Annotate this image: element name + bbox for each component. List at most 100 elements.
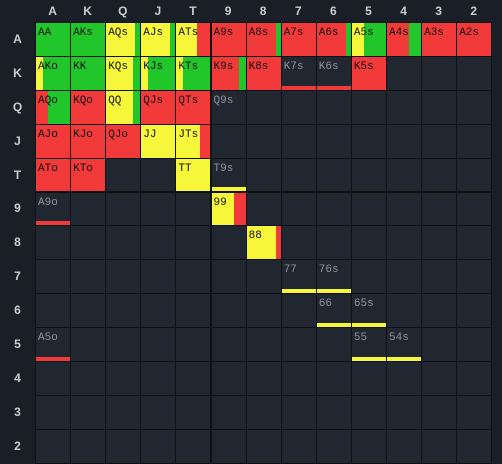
empty-hand-cell[interactable]	[245, 361, 282, 396]
empty-hand-cell[interactable]	[105, 157, 142, 193]
empty-hand-cell[interactable]	[386, 191, 423, 227]
empty-hand-cell[interactable]	[35, 361, 72, 396]
empty-hand-cell[interactable]	[456, 225, 493, 261]
hand-cell-k9s[interactable]: K9s	[210, 55, 247, 91]
empty-hand-cell[interactable]	[421, 293, 458, 329]
empty-hand-cell[interactable]	[315, 191, 352, 227]
empty-hand-cell[interactable]	[70, 293, 107, 329]
hand-cell-aks[interactable]: AKs	[70, 22, 107, 57]
empty-hand-cell[interactable]	[350, 89, 387, 125]
empty-hand-cell[interactable]	[456, 293, 493, 329]
empty-hand-cell[interactable]	[421, 191, 458, 227]
empty-hand-cell[interactable]	[386, 428, 423, 464]
hand-cell-qts[interactable]: QTs	[175, 89, 212, 125]
empty-hand-cell[interactable]	[350, 394, 387, 430]
empty-hand-cell[interactable]	[315, 327, 352, 362]
empty-hand-cell[interactable]	[175, 394, 212, 430]
empty-hand-cell[interactable]	[456, 327, 493, 362]
empty-hand-cell[interactable]	[315, 157, 352, 193]
empty-hand-cell[interactable]	[386, 123, 423, 159]
empty-hand-cell[interactable]	[350, 123, 387, 159]
hand-cell-77[interactable]: 77	[280, 259, 317, 295]
empty-hand-cell[interactable]	[35, 428, 72, 464]
empty-hand-cell[interactable]	[70, 327, 107, 362]
empty-hand-cell[interactable]	[386, 293, 423, 329]
empty-hand-cell[interactable]	[421, 327, 458, 362]
empty-hand-cell[interactable]	[421, 361, 458, 396]
empty-hand-cell[interactable]	[245, 191, 282, 227]
empty-hand-cell[interactable]	[386, 225, 423, 261]
empty-hand-cell[interactable]	[210, 361, 247, 396]
hand-cell-a3s[interactable]: A3s	[421, 22, 458, 57]
empty-hand-cell[interactable]	[280, 327, 317, 362]
empty-hand-cell[interactable]	[245, 157, 282, 193]
empty-hand-cell[interactable]	[245, 89, 282, 125]
empty-hand-cell[interactable]	[421, 123, 458, 159]
empty-hand-cell[interactable]	[280, 225, 317, 261]
hand-cell-t9s[interactable]: T9s	[210, 157, 247, 193]
empty-hand-cell[interactable]	[315, 428, 352, 464]
empty-hand-cell[interactable]	[70, 225, 107, 261]
hand-cell-a5s[interactable]: A5s	[350, 22, 387, 57]
empty-hand-cell[interactable]	[105, 293, 142, 329]
empty-hand-cell[interactable]	[280, 123, 317, 159]
empty-hand-cell[interactable]	[280, 394, 317, 430]
empty-hand-cell[interactable]	[35, 225, 72, 261]
hand-cell-qjs[interactable]: QJs	[140, 89, 177, 125]
empty-hand-cell[interactable]	[421, 55, 458, 91]
empty-hand-cell[interactable]	[210, 293, 247, 329]
empty-hand-cell[interactable]	[386, 361, 423, 396]
empty-hand-cell[interactable]	[456, 259, 493, 295]
empty-hand-cell[interactable]	[350, 157, 387, 193]
empty-hand-cell[interactable]	[105, 225, 142, 261]
hand-cell-a8s[interactable]: A8s	[245, 22, 282, 57]
empty-hand-cell[interactable]	[421, 157, 458, 193]
hand-cell-88[interactable]: 88	[245, 225, 282, 261]
empty-hand-cell[interactable]	[210, 394, 247, 430]
hand-cell-a7s[interactable]: A7s	[280, 22, 317, 57]
hand-cell-a6s[interactable]: A6s	[315, 22, 352, 57]
empty-hand-cell[interactable]	[210, 123, 247, 159]
empty-hand-cell[interactable]	[105, 428, 142, 464]
hand-cell-a9s[interactable]: A9s	[210, 22, 247, 57]
hand-cell-55[interactable]: 55	[350, 327, 387, 362]
empty-hand-cell[interactable]	[175, 428, 212, 464]
empty-hand-cell[interactable]	[210, 327, 247, 362]
empty-hand-cell[interactable]	[210, 259, 247, 295]
hand-cell-aqs[interactable]: AQs	[105, 22, 142, 57]
hand-cell-a9o[interactable]: A9o	[35, 191, 72, 227]
empty-hand-cell[interactable]	[350, 428, 387, 464]
empty-hand-cell[interactable]	[105, 327, 142, 362]
hand-cell-k8s[interactable]: K8s	[245, 55, 282, 91]
hand-cell-ajo[interactable]: AJo	[35, 123, 72, 159]
hand-cell-qjo[interactable]: QJo	[105, 123, 142, 159]
empty-hand-cell[interactable]	[280, 157, 317, 193]
empty-hand-cell[interactable]	[421, 225, 458, 261]
empty-hand-cell[interactable]	[105, 191, 142, 227]
empty-hand-cell[interactable]	[35, 394, 72, 430]
empty-hand-cell[interactable]	[315, 361, 352, 396]
empty-hand-cell[interactable]	[456, 361, 493, 396]
empty-hand-cell[interactable]	[105, 394, 142, 430]
empty-hand-cell[interactable]	[70, 428, 107, 464]
empty-hand-cell[interactable]	[456, 123, 493, 159]
empty-hand-cell[interactable]	[70, 361, 107, 396]
empty-hand-cell[interactable]	[386, 157, 423, 193]
empty-hand-cell[interactable]	[105, 259, 142, 295]
empty-hand-cell[interactable]	[456, 428, 493, 464]
hand-cell-kqo[interactable]: KQo	[70, 89, 107, 125]
empty-hand-cell[interactable]	[140, 327, 177, 362]
empty-hand-cell[interactable]	[350, 191, 387, 227]
hand-cell-a5o[interactable]: A5o	[35, 327, 72, 362]
empty-hand-cell[interactable]	[245, 293, 282, 329]
hand-cell-ajs[interactable]: AJs	[140, 22, 177, 57]
hand-cell-qq[interactable]: QQ	[105, 89, 142, 125]
hand-cell-aa[interactable]: AA	[35, 22, 72, 57]
empty-hand-cell[interactable]	[280, 428, 317, 464]
empty-hand-cell[interactable]	[456, 394, 493, 430]
empty-hand-cell[interactable]	[70, 191, 107, 227]
empty-hand-cell[interactable]	[350, 361, 387, 396]
hand-cell-a4s[interactable]: A4s	[386, 22, 423, 57]
hand-cell-ato[interactable]: ATo	[35, 157, 72, 193]
hand-cell-ako[interactable]: AKo	[35, 55, 72, 91]
